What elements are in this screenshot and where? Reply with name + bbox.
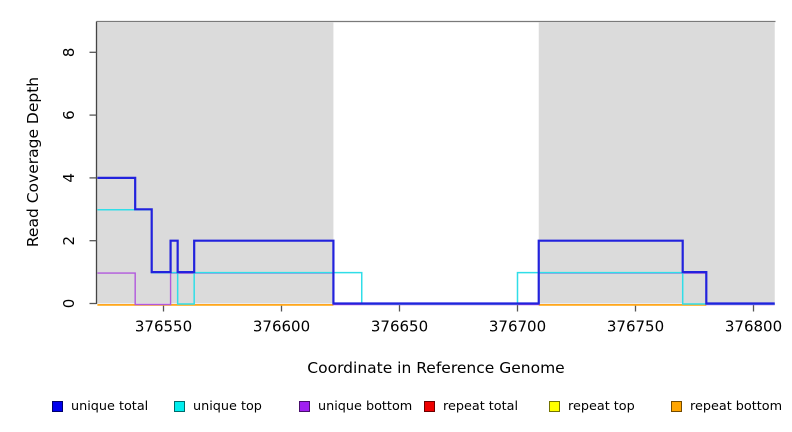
x-tick-label: 376750 [607,318,664,336]
repeat-region-shade [97,22,334,304]
legend-swatch-icon [549,401,560,412]
legend-label: unique total [71,399,149,414]
legend-item-unique-total: unique total [52,399,148,414]
legend-item-repeat-total: repeat total [424,399,518,414]
repeat-region-shade [538,22,775,304]
x-tick-label: 376650 [371,318,428,336]
y-tick-label: 4 [60,173,78,183]
legend-item-repeat-bottom: repeat bottom [671,399,782,414]
legend-swatch-icon [52,401,63,412]
series-line-unique-total [97,176,775,305]
y-axis-title: Read Coverage Depth [24,76,42,248]
legend-item-unique-top: unique top [174,399,262,414]
x-tick-label: 376550 [135,318,192,336]
y-tick-label: 6 [60,110,78,120]
legend-swatch-icon [174,401,185,412]
x-tick-label: 376800 [725,318,782,336]
legend-swatch-icon [671,401,682,412]
legend-swatch-icon [424,401,435,412]
legend-item-unique-bottom: unique bottom [299,399,412,414]
legend-item-repeat-top: repeat top [549,399,635,414]
legend: unique total unique top unique bottom repea… [0,399,792,421]
x-axis-title: Coordinate in Reference Genome [307,359,565,377]
y-tick-label: 2 [60,236,78,246]
x-tick-label: 376600 [253,318,310,336]
legend-swatch-icon [299,401,310,412]
coverage-plot: 376550 376600 376650 376700 376750 376800 0 2 4 6… [60,20,782,336]
legend-label: unique bottom [318,399,413,414]
legend-label: repeat top [568,399,635,414]
x-tick-label: 376700 [489,318,546,336]
legend-label: repeat total [443,399,519,414]
y-tick-label: 0 [60,299,78,309]
y-tick-label: 8 [60,48,78,58]
legend-label: repeat bottom [690,399,783,414]
legend-label: unique top [193,399,262,414]
